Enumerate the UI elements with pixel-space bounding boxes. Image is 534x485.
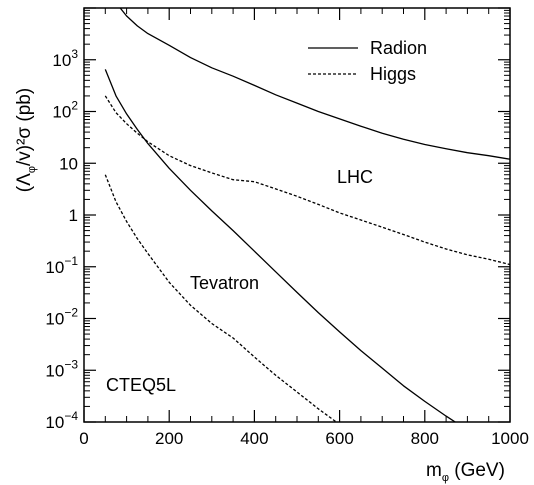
y-tick-base: 10 xyxy=(59,154,78,173)
y-tick-base: 10 xyxy=(45,310,64,329)
annotation-tevatron: Tevatron xyxy=(190,273,259,293)
y-axis-title-rest: /v)²σ (pb) xyxy=(14,88,35,166)
y-tick-label: 10−4 xyxy=(45,409,78,432)
y-tick-exponent: −2 xyxy=(64,306,78,320)
x-axis-title-main: m xyxy=(426,460,442,481)
y-tick-label: 10−1 xyxy=(45,254,78,277)
x-axis-title-rest: (GeV) xyxy=(449,460,505,481)
series-line-lhc-radion xyxy=(119,8,510,160)
y-tick-exponent: −1 xyxy=(64,254,78,268)
legend-label-radion: Radion xyxy=(370,38,427,58)
x-tick-label: 800 xyxy=(411,429,439,448)
y-tick-base: 10 xyxy=(52,51,71,70)
annotation-cteq5l: CTEQ5L xyxy=(106,375,176,395)
y-tick-exponent: −4 xyxy=(64,409,78,423)
y-tick-exponent: 2 xyxy=(71,99,78,113)
x-tick-label: 600 xyxy=(325,429,353,448)
y-tick-label: 103 xyxy=(52,47,78,70)
plot-frame xyxy=(83,7,511,423)
series-lines xyxy=(104,8,510,422)
x-tick-label: 200 xyxy=(155,429,183,448)
y-tick-label: 1 xyxy=(69,206,78,225)
y-tick-label: 10−2 xyxy=(45,306,78,329)
y-tick-exponent: 3 xyxy=(71,47,78,61)
x-axis-title: mφ (GeV) xyxy=(426,460,505,484)
y-axis-title-open: ( xyxy=(14,185,35,192)
y-axis-title-sub: φ xyxy=(26,166,38,173)
y-tick-base: 1 xyxy=(69,206,78,225)
x-axis-title-sub: φ xyxy=(442,472,449,484)
x-tick-label: 1000 xyxy=(491,429,529,448)
y-tick-label: 10 xyxy=(59,154,78,173)
x-tick-label: 400 xyxy=(240,429,268,448)
series-line-tevatron-higgs xyxy=(104,174,366,422)
y-tick-base: 10 xyxy=(45,413,64,432)
annotation-lhc: LHC xyxy=(337,167,373,187)
y-axis-title: (Λφ/v)²σ (pb) xyxy=(14,88,38,192)
y-tick-label: 10−3 xyxy=(45,357,78,380)
x-tick-label: 0 xyxy=(79,429,88,448)
y-tick-label: 102 xyxy=(52,99,78,122)
axis-ticks xyxy=(83,7,511,423)
y-axis-title-lambda: Λ xyxy=(14,173,35,186)
y-tick-base: 10 xyxy=(45,361,64,380)
y-tick-base: 10 xyxy=(45,258,64,277)
y-tick-exponent: −3 xyxy=(64,357,78,371)
legend-label-higgs: Higgs xyxy=(370,64,416,84)
tick-labels: 0 200 400 600 800 100010−410−310−210−11101021… xyxy=(45,47,529,448)
legend: Radion Higgs xyxy=(308,38,427,84)
y-tick-base: 10 xyxy=(52,103,71,122)
series-line-lhc-higgs xyxy=(104,95,510,266)
series-line-tevatron-radion xyxy=(104,69,489,422)
